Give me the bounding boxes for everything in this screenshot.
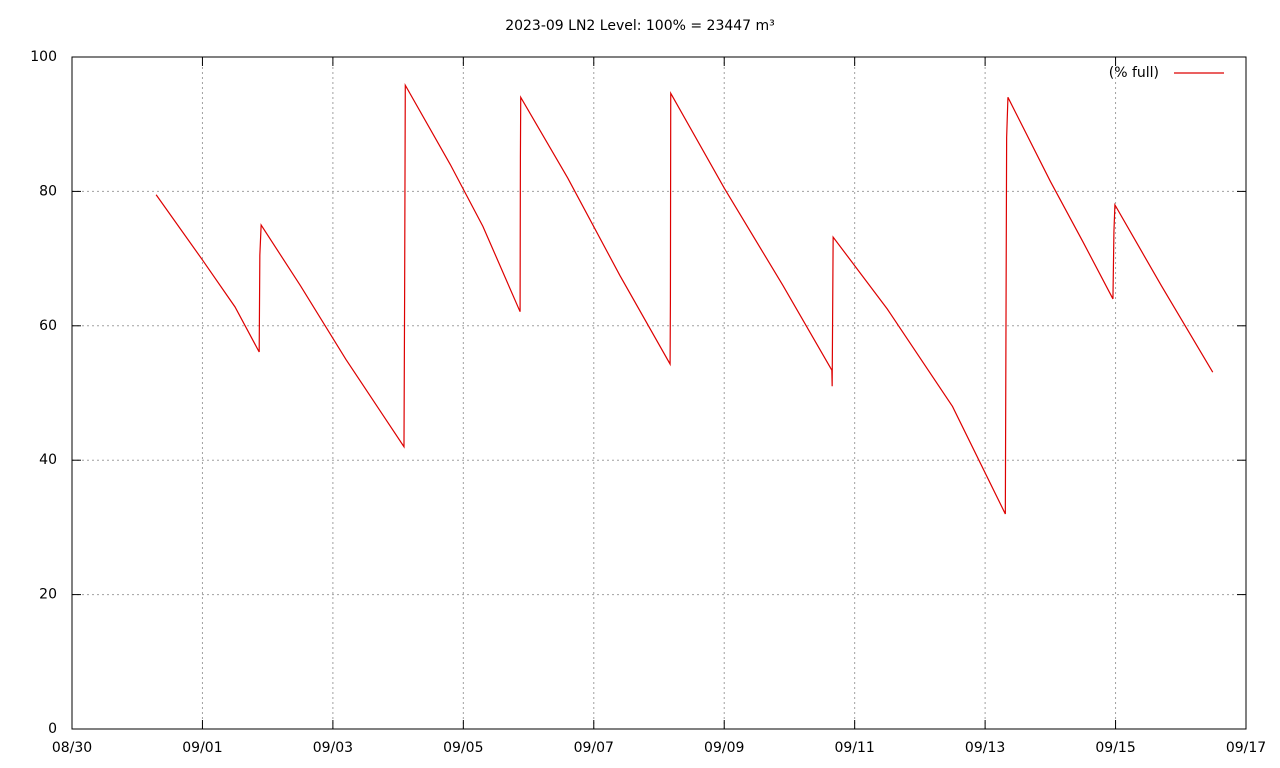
x-tick-label: 09/03 [313, 740, 353, 756]
plot-frame [71, 56, 1247, 730]
chart-title: 2023-09 LN2 Level: 100% = 23447 m³ [505, 18, 775, 34]
x-tick-label: 09/07 [574, 740, 614, 756]
legend-label: (% full) [1109, 65, 1159, 81]
x-tick-label: 08/30 [52, 740, 92, 756]
y-tick-label: 100 [30, 49, 57, 65]
x-tick-label: 09/09 [704, 740, 744, 756]
data-line [155, 82, 1214, 515]
x-tick-label: 09/05 [443, 740, 483, 756]
y-tick-label: 60 [39, 318, 57, 334]
x-tick-label: 09/15 [1095, 740, 1135, 756]
x-tick-label: 09/11 [834, 740, 874, 756]
x-tick-label: 09/01 [182, 740, 222, 756]
x-tick-label: 09/13 [965, 740, 1005, 756]
y-tick-label: 80 [39, 183, 57, 199]
y-tick-label: 40 [39, 452, 57, 468]
y-tick-label: 0 [48, 721, 57, 737]
x-tick-label: 09/17 [1226, 740, 1266, 756]
y-tick-label: 20 [39, 587, 57, 603]
